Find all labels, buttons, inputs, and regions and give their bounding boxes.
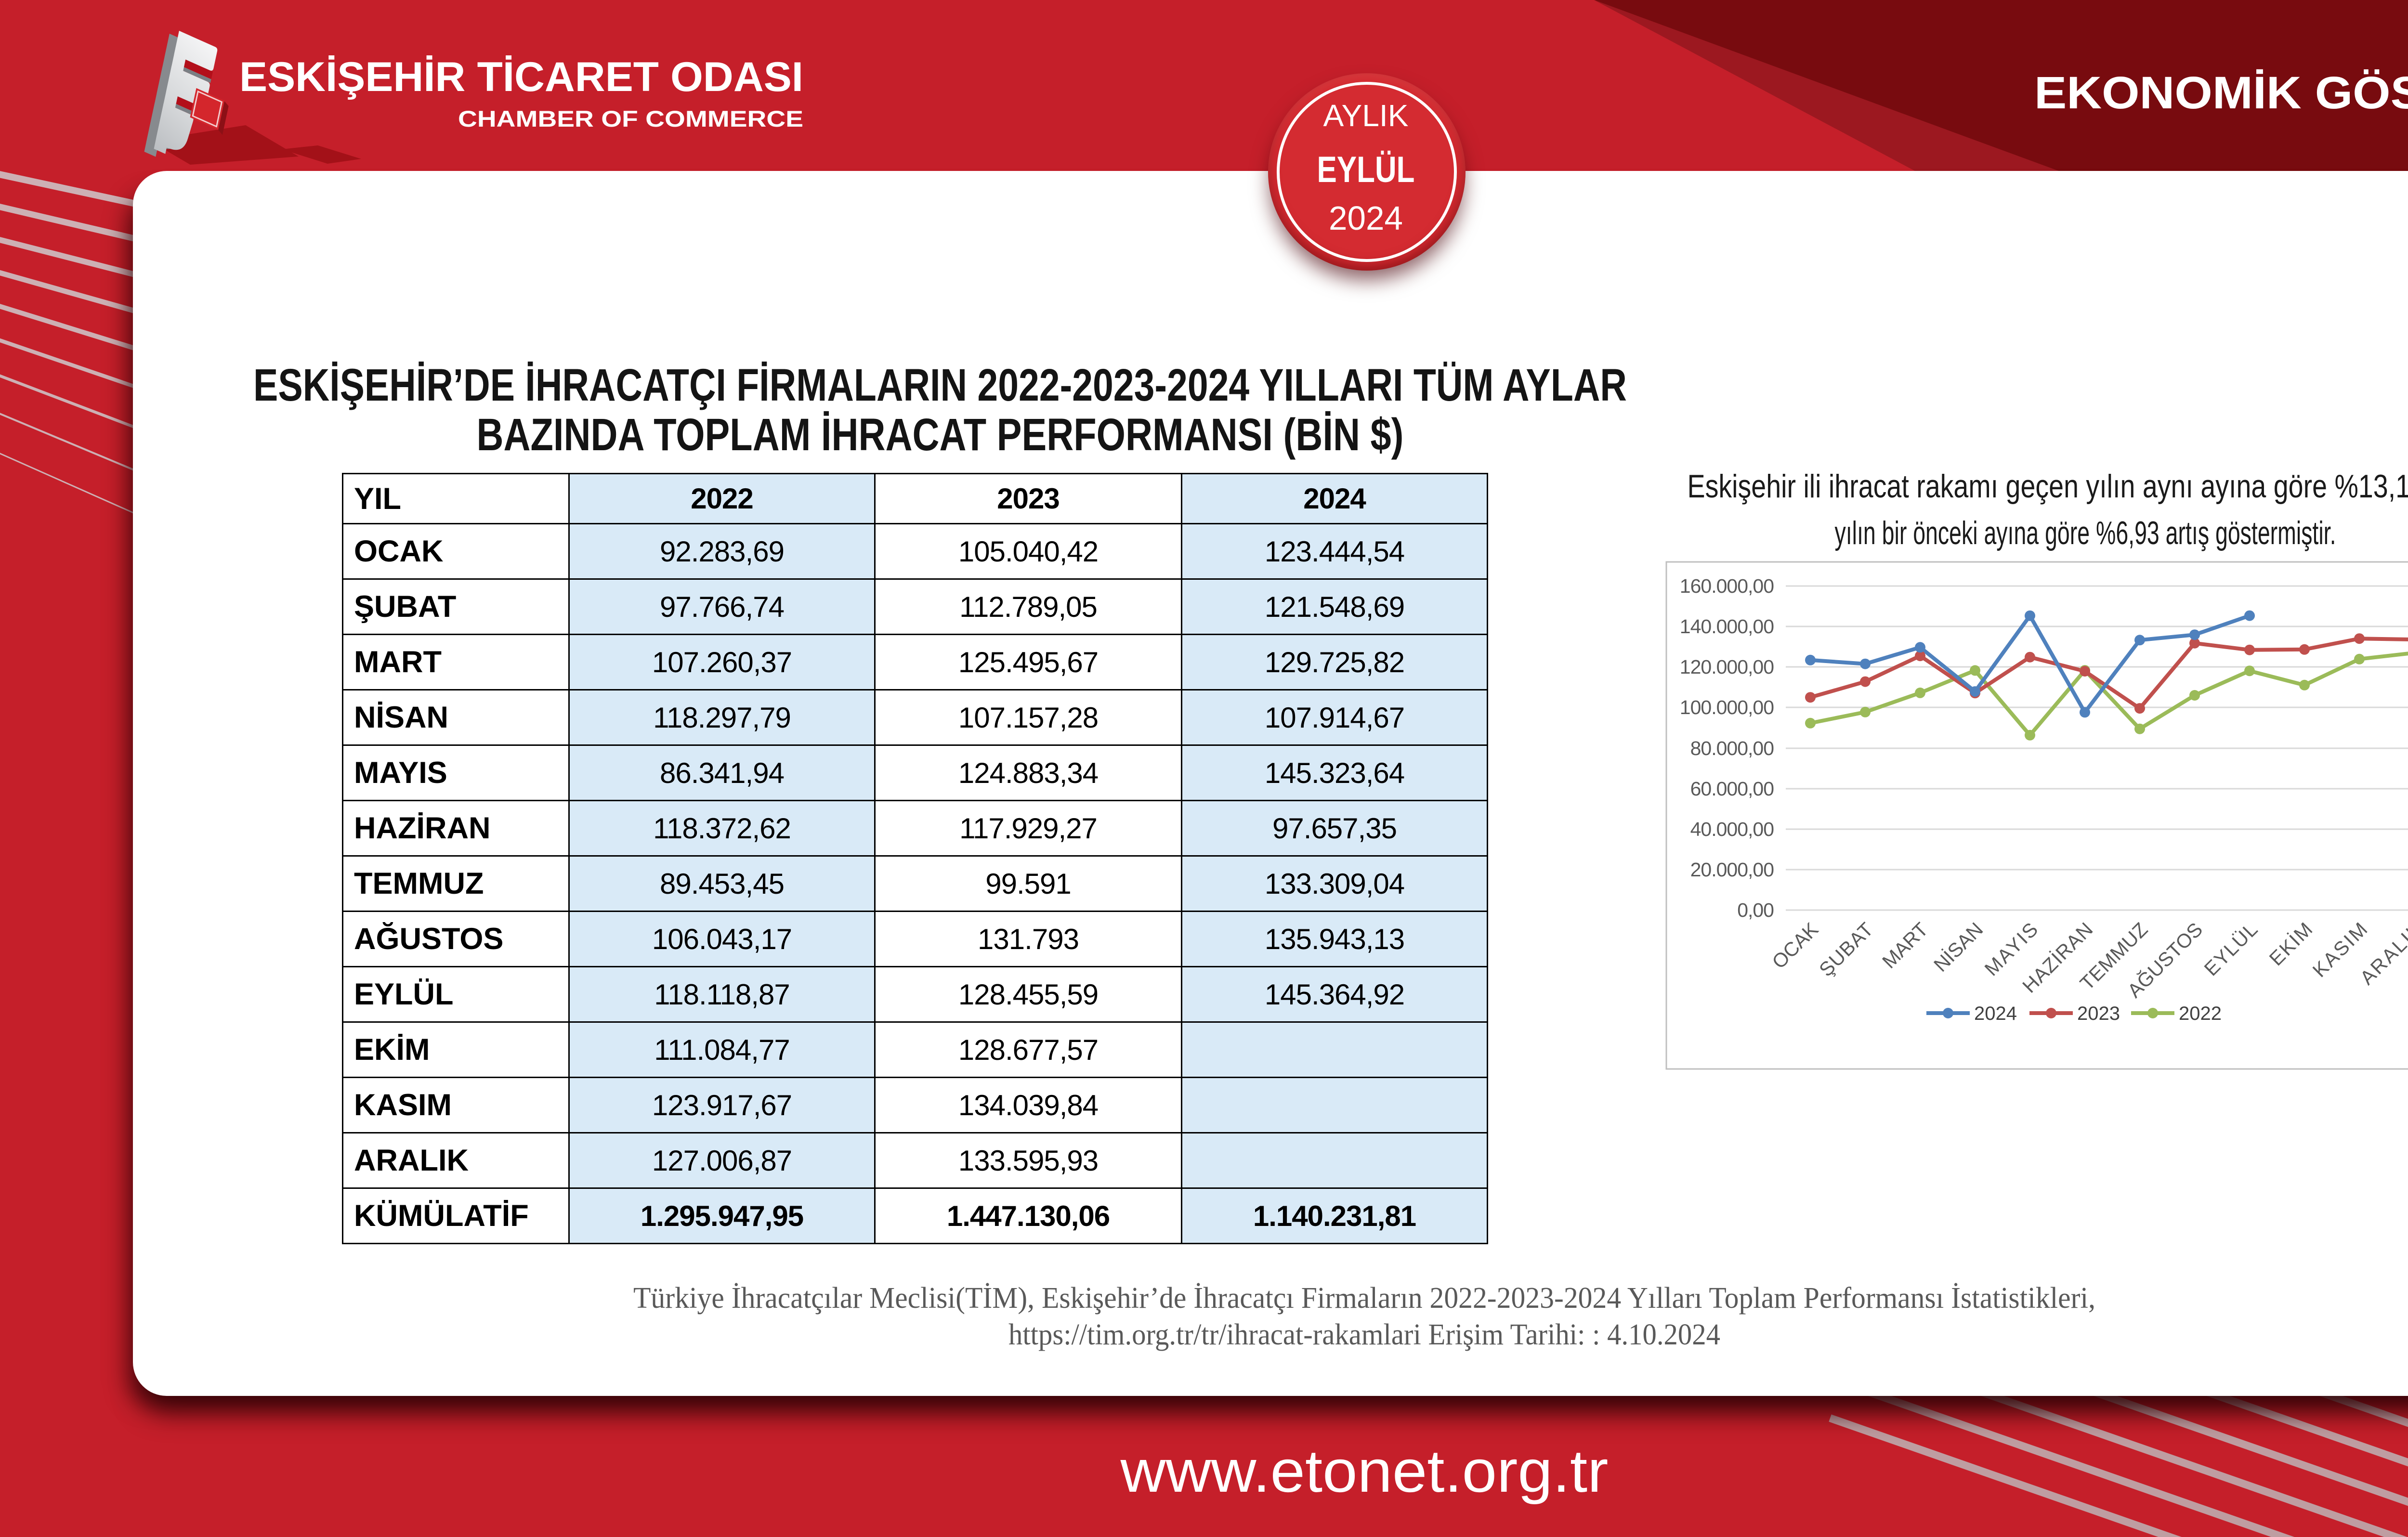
svg-text:CHAMBER OF COMMERCE: CHAMBER OF COMMERCE (458, 106, 803, 131)
svg-text:40.000,00: 40.000,00 (1690, 818, 1774, 840)
svg-text:https://tim.org.tr/tr/ihracat-: https://tim.org.tr/tr/ihracat-rakamlari … (1008, 1318, 1720, 1351)
svg-text:2023: 2023 (2077, 1003, 2120, 1024)
svg-text:BAZINDA TOPLAM İHRACAT PERFORM: BAZINDA TOPLAM İHRACAT PERFORMANSI (BİN … (477, 409, 1404, 460)
svg-text:www.etonet.org.tr: www.etonet.org.tr (1120, 1438, 1608, 1505)
svg-text:Türkiye İhracatçılar Meclisi(T: Türkiye İhracatçılar Meclisi(TİM), Eskiş… (633, 1282, 2095, 1315)
svg-text:AYLIK: AYLIK (1323, 98, 1409, 133)
svg-text:Eskişehir ili ihracat rakamı g: Eskişehir ili ihracat rakamı geçen yılın… (1688, 468, 2408, 505)
svg-text:60.000,00: 60.000,00 (1690, 778, 1774, 800)
svg-text:2022: 2022 (2179, 1003, 2222, 1024)
svg-text:ESKİŞEHİR TİCARET ODASI: ESKİŞEHİR TİCARET ODASI (239, 54, 803, 100)
svg-text:140.000,00: 140.000,00 (1680, 615, 1774, 638)
svg-text:EKONOMİK GÖSTERGELER: EKONOMİK GÖSTERGELER (2034, 67, 2408, 118)
svg-text:0,00: 0,00 (1737, 899, 1774, 921)
svg-text:80.000,00: 80.000,00 (1690, 737, 1774, 759)
svg-text:ESKİŞEHİR’DE İHRACATÇI FİRMALA: ESKİŞEHİR’DE İHRACATÇI FİRMALARIN 2022-2… (253, 360, 1627, 411)
svg-text:20.000,00: 20.000,00 (1690, 859, 1774, 881)
svg-text:120.000,00: 120.000,00 (1680, 656, 1774, 678)
svg-text:160.000,00: 160.000,00 (1680, 575, 1774, 597)
svg-text:EYLÜL: EYLÜL (1317, 149, 1415, 190)
svg-text:2024: 2024 (1974, 1003, 2017, 1024)
svg-text:yılın bir önceki ayına göre %6: yılın bir önceki ayına göre %6,93 artış … (1835, 515, 2336, 551)
svg-text:100.000,00: 100.000,00 (1680, 696, 1774, 718)
svg-text:2024: 2024 (1329, 199, 1403, 237)
